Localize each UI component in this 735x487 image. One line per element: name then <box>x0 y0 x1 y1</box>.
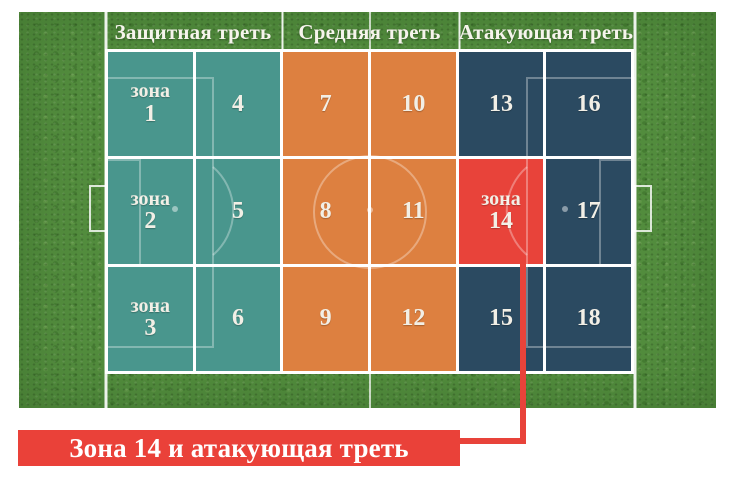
zone-number-label: 9 <box>319 305 332 332</box>
header-middle-third: Средняя треть <box>298 20 441 44</box>
zone-cell-18: 18 <box>546 266 631 371</box>
zone-number-label: 7 <box>319 90 332 117</box>
zone-cell-1: зона 1 <box>108 52 193 157</box>
callout-connector-horizontal <box>458 438 526 444</box>
zone-cell-17: 17 <box>546 159 631 264</box>
zone-cell-3: зона 3 <box>108 266 193 371</box>
zone-cell-10: 10 <box>370 52 456 157</box>
zone-cell-15: 15 <box>458 266 544 371</box>
zone-number-label: 11 <box>401 197 425 224</box>
zone-number-label: 10 <box>401 90 426 117</box>
zone-cell-9: 9 <box>283 266 368 371</box>
zone-number-label: 14 <box>488 208 513 235</box>
callout-connector-vertical <box>520 261 526 444</box>
zone-number-label: 16 <box>576 90 601 117</box>
zone-prefix-label: зона <box>130 80 171 103</box>
zone-grid: зона 1 4 7 10 13 16 зона 2 5 8 11 зона 14 17 зона 3 6 9 12 1… <box>105 49 634 374</box>
zone-number-label: 1 <box>144 100 157 127</box>
zone14-callout-banner: Зона 14 и атакующая треть <box>18 430 460 466</box>
banner-label: Зона 14 и атакующая треть <box>69 432 409 463</box>
zone-prefix-label: зона <box>481 187 521 210</box>
goal-left <box>89 185 107 232</box>
pitch-field: Защитная треть Средняя треть Атакующая т… <box>19 12 716 408</box>
zone-cell-7: 7 <box>283 52 368 157</box>
header-attacking-third: Атакующая треть <box>458 20 634 44</box>
zone-number-label: 3 <box>144 315 157 342</box>
zone-cell-11: 11 <box>370 159 456 264</box>
header-defensive-third: Защитная треть <box>114 20 272 44</box>
zone-cell-8: 8 <box>283 159 368 264</box>
zone-number-label: 4 <box>231 90 244 117</box>
zone-number-label: 12 <box>401 305 426 332</box>
zone-cell-2: зона 2 <box>108 159 193 264</box>
zone-number-label: 15 <box>488 305 513 332</box>
zone-number-label: 6 <box>231 305 244 332</box>
goal-right <box>634 185 652 232</box>
zone-cell-4: 4 <box>195 52 281 157</box>
zone-cell-16: 16 <box>546 52 631 157</box>
zone-number-label: 5 <box>231 197 244 224</box>
zone-cell-5: 5 <box>195 159 281 264</box>
zone-number-label: 17 <box>576 197 601 224</box>
zone-cell-6: 6 <box>195 266 281 371</box>
zone-cell-14: зона 14 <box>458 159 544 264</box>
zone-number-label: 13 <box>488 90 513 117</box>
zone-prefix-label: зона <box>130 187 171 210</box>
zone-cell-12: 12 <box>370 266 456 371</box>
zone-number-label: 8 <box>319 197 332 224</box>
zone-cell-13: 13 <box>458 52 544 157</box>
zone-prefix-label: зона <box>130 295 171 318</box>
zone-number-label: 18 <box>576 305 601 332</box>
zone-number-label: 2 <box>144 208 157 235</box>
